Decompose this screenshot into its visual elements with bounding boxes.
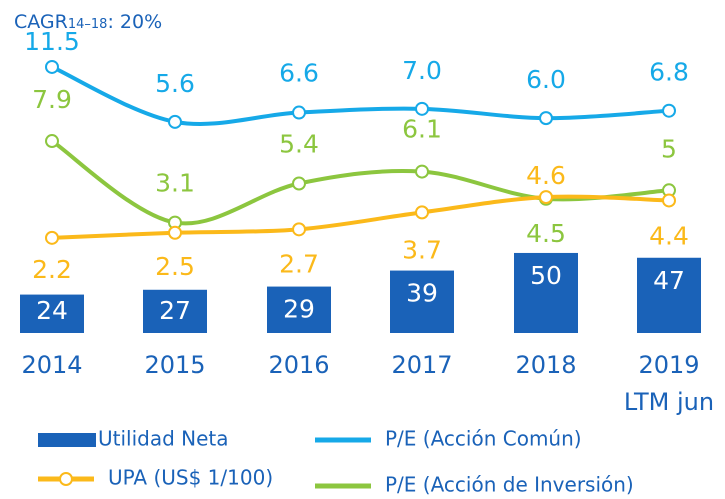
value-label: 5.6 — [155, 69, 195, 98]
x-tick-label: 2019 LTM jun — [623, 351, 715, 416]
line-marker — [292, 105, 306, 120]
line-marker — [45, 230, 59, 245]
bar-value-label: 50 — [530, 261, 562, 290]
line-marker — [45, 134, 59, 149]
x-tick-label: 2015 — [144, 351, 206, 379]
line-marker — [415, 205, 429, 220]
line-marker — [415, 164, 429, 179]
x-tick-label: 2016 — [268, 351, 330, 379]
value-label: 2.2 — [32, 255, 72, 284]
bar — [514, 252, 578, 333]
value-label: 4.6 — [526, 161, 566, 190]
value-label: 3.7 — [402, 235, 442, 264]
value-label: 11.5 — [24, 27, 80, 56]
bar-value-label: 24 — [36, 296, 68, 325]
value-label: 2.7 — [279, 249, 319, 278]
line-marker — [662, 103, 676, 118]
bar — [390, 270, 454, 333]
legend-marker — [59, 472, 73, 486]
line-marker — [292, 222, 306, 237]
legend-swatch — [38, 433, 96, 447]
value-label: 7.9 — [32, 85, 72, 114]
value-label: 4.4 — [649, 221, 689, 250]
bar — [143, 289, 207, 333]
bar-value-label: 39 — [406, 279, 438, 308]
line-marker — [168, 225, 182, 240]
value-label: 3.1 — [155, 169, 195, 198]
bar — [637, 257, 701, 333]
line-marker — [292, 176, 306, 191]
value-label: 4.5 — [526, 219, 566, 248]
line — [51, 194, 670, 240]
value-label: 5 — [661, 134, 677, 163]
x-tick-label: 2014 — [21, 351, 83, 379]
legend-label: P/E (Acción de Inversión) — [385, 473, 634, 497]
value-label: 6.1 — [402, 115, 442, 144]
line-marker — [539, 111, 553, 126]
legend-label: Utilidad Neta — [98, 427, 229, 451]
x-tick-label: 2017 — [391, 351, 453, 379]
line — [51, 65, 670, 126]
bar-value-label: 27 — [159, 296, 191, 325]
value-label: 5.4 — [279, 129, 319, 158]
annotation-sub: 14–18 — [68, 17, 108, 32]
annotation-part: CAGR — [14, 11, 68, 33]
value-label: 2.5 — [155, 252, 195, 281]
annotation-part: : 20% — [107, 11, 162, 33]
legend-label: UPA (US$ 1/100) — [108, 466, 273, 490]
line-marker — [662, 193, 676, 208]
value-label: 6.8 — [649, 58, 689, 87]
annotation: CAGR14–18: 20% — [14, 11, 162, 33]
bar-value-label: 29 — [283, 295, 315, 324]
legend-label: P/E (Acción Común) — [385, 427, 582, 451]
value-label: 6.6 — [279, 59, 319, 88]
line-marker — [415, 101, 429, 116]
value-label: 6.0 — [526, 65, 566, 94]
bar-value-label: 47 — [653, 266, 685, 295]
value-label: 7.0 — [402, 56, 442, 85]
line — [50, 139, 670, 226]
x-tick-label: 2018 — [515, 351, 577, 379]
bar — [267, 286, 331, 333]
bar — [20, 294, 84, 333]
line-marker — [168, 114, 182, 129]
line-marker — [45, 59, 59, 74]
line-marker — [539, 190, 553, 205]
